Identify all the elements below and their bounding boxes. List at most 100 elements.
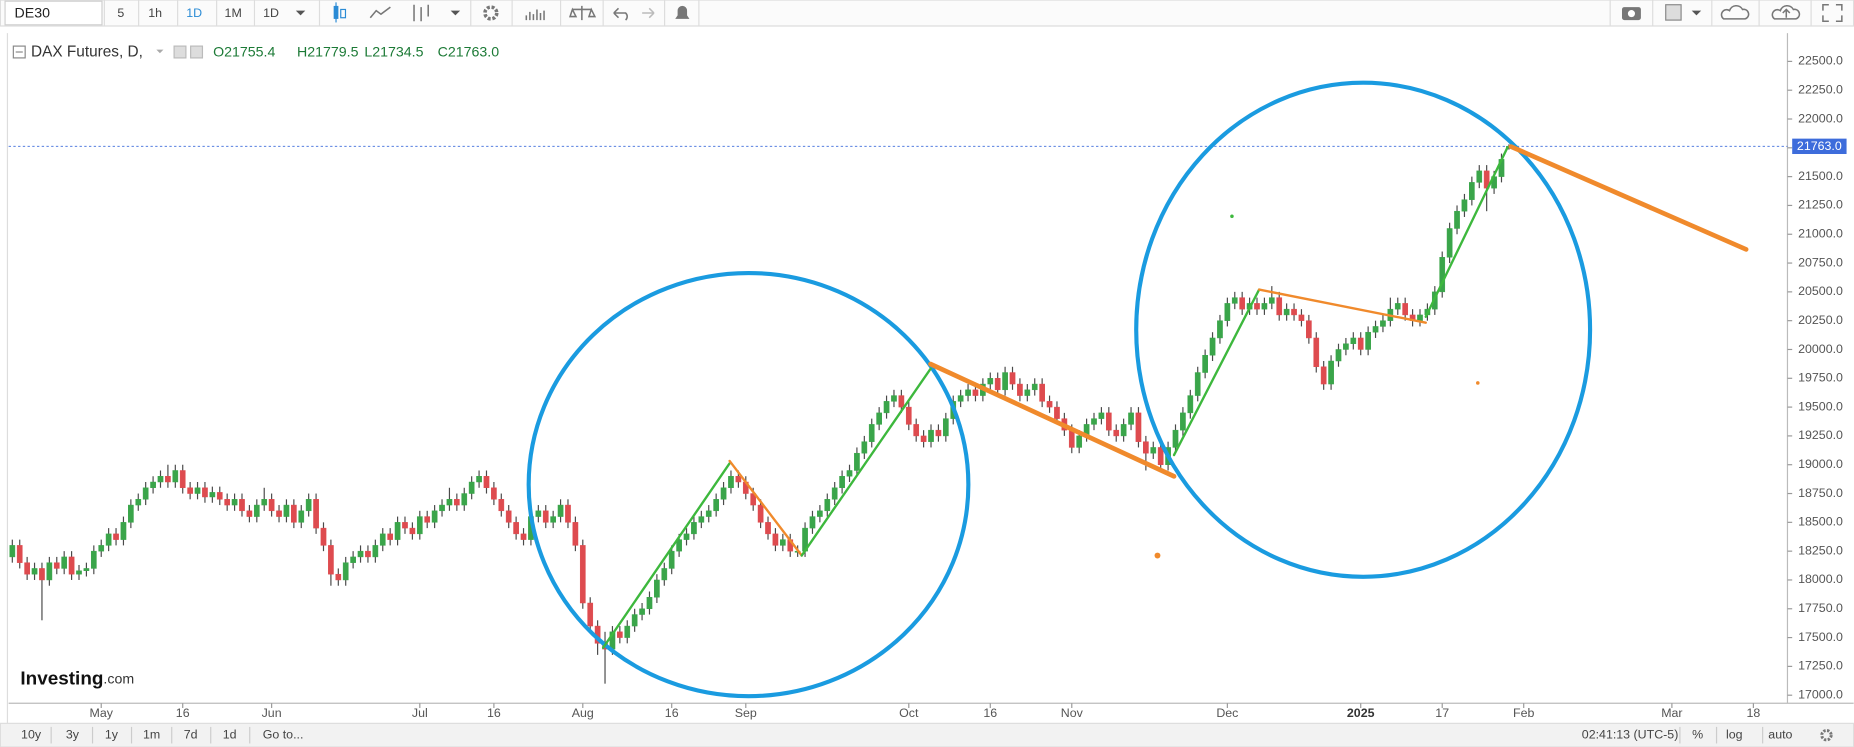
scale-option[interactable]: auto [1768, 727, 1792, 741]
toolbar: DE30 5 1h 1D 1M 1D [0, 0, 1854, 27]
y-tick-label: 18250.0 [1798, 543, 1843, 557]
candle-body [994, 378, 1001, 391]
candle-body [16, 545, 23, 563]
candle-body [831, 487, 838, 500]
candle-body [1298, 314, 1305, 321]
candle-body [668, 550, 675, 569]
range-button[interactable]: 1y [105, 727, 119, 741]
candle-body [1231, 297, 1238, 304]
candle-body [1202, 355, 1208, 373]
scale-option[interactable]: log [1726, 727, 1743, 741]
candle-body [676, 539, 682, 552]
dropdown-arrow[interactable] [450, 10, 461, 16]
candle-body [957, 395, 964, 402]
candle-body [216, 492, 223, 500]
candle-body [53, 562, 60, 569]
interval-button[interactable]: 1D [186, 6, 202, 20]
cloud-upload-icon[interactable] [1771, 4, 1801, 20]
candle-body [113, 533, 119, 540]
visibility-icon[interactable] [173, 45, 187, 59]
candle-body [542, 510, 549, 523]
candle-body [268, 499, 275, 512]
interval-button[interactable]: 1M [225, 6, 242, 20]
candle-body [90, 550, 97, 569]
candle-body [305, 499, 312, 512]
title-dropdown[interactable] [156, 49, 164, 54]
cloud-download-icon[interactable] [1720, 4, 1750, 20]
candle-body [461, 493, 468, 506]
candle-body [550, 516, 556, 523]
candle-body [617, 631, 623, 638]
compare-icon[interactable] [568, 5, 597, 21]
candles [9, 144, 1512, 684]
settings-icon[interactable] [483, 5, 499, 21]
candle-body [1113, 429, 1120, 437]
interval-group: 5 1h 1D 1M 1D [103, 0, 306, 27]
range-button[interactable]: 1d [223, 727, 237, 741]
range-button[interactable]: 1m [143, 727, 160, 741]
y-tick-label: 22250.0 [1798, 82, 1843, 96]
dropdown-arrow[interactable] [295, 10, 306, 16]
dropdown-arrow[interactable] [1691, 10, 1702, 16]
chart-title: DAX Futures, D, [31, 44, 143, 61]
candle-body [572, 522, 579, 546]
bottom-bar: 10y 3y 1y 1m 7d 1d Go to... 02:41:13 (UTC-5) … [0, 722, 1854, 747]
trend-line [928, 361, 1177, 479]
settings-mini-icon[interactable] [190, 45, 204, 59]
layout-icon[interactable] [1665, 4, 1682, 21]
candle-body [654, 579, 660, 598]
y-tick-label: 17750.0 [1798, 601, 1843, 615]
candle-body [24, 562, 30, 575]
candle-body [1439, 257, 1446, 293]
candle-body [179, 470, 186, 489]
candle-body [224, 499, 231, 506]
candle-body [283, 504, 290, 517]
indicators-icon[interactable] [525, 9, 545, 21]
x-tick-label: 17 [1435, 706, 1449, 720]
collapse-button[interactable] [12, 45, 26, 59]
candle-body [1009, 372, 1016, 385]
y-tick-label: 19500.0 [1798, 399, 1843, 413]
range-button[interactable]: 3y [66, 727, 80, 741]
scale-option[interactable]: % [1692, 727, 1703, 741]
goto-button[interactable]: Go to... [263, 727, 304, 741]
y-tick-label: 18750.0 [1798, 486, 1843, 500]
candle-body [1446, 228, 1453, 258]
candle-body [905, 406, 912, 425]
candle-body [639, 608, 645, 615]
interval-button[interactable]: 1h [148, 6, 162, 20]
bars-icon[interactable] [413, 4, 429, 22]
candle-body [965, 389, 971, 396]
symbol-input[interactable] [4, 0, 103, 26]
alert-icon[interactable] [675, 5, 690, 19]
settings-icon[interactable] [1820, 728, 1833, 742]
candle-body [942, 418, 949, 437]
candle-body [454, 499, 460, 506]
candle-body [313, 499, 319, 529]
candle-body [276, 510, 282, 517]
candle-body [1187, 395, 1194, 414]
trend-line [1257, 288, 1427, 324]
candle-body [1268, 297, 1275, 304]
candle-body [1254, 303, 1260, 310]
ohlc-value: O21755.4 [213, 44, 275, 60]
candle-body [416, 516, 423, 535]
range-button[interactable]: 10y [21, 727, 42, 741]
candle-body [187, 487, 193, 494]
line-icon[interactable] [369, 6, 391, 19]
fullscreen-icon[interactable] [1822, 3, 1843, 23]
candle-body [491, 487, 497, 500]
candle-body [1046, 401, 1053, 408]
candle-body [1283, 308, 1290, 316]
interval-button[interactable]: 1D [263, 6, 279, 20]
y-tick-label: 19000.0 [1798, 457, 1843, 471]
candle-body [128, 504, 134, 523]
undo-icon[interactable] [613, 7, 628, 21]
interval-button[interactable]: 5 [117, 6, 124, 20]
x-tick-label: Dec [1216, 706, 1238, 720]
candle-body [1454, 210, 1460, 229]
range-button[interactable]: 7d [184, 727, 198, 741]
redo-icon[interactable] [642, 7, 655, 19]
circle-drawing [1134, 80, 1593, 579]
x-tick-label: 16 [487, 706, 501, 720]
